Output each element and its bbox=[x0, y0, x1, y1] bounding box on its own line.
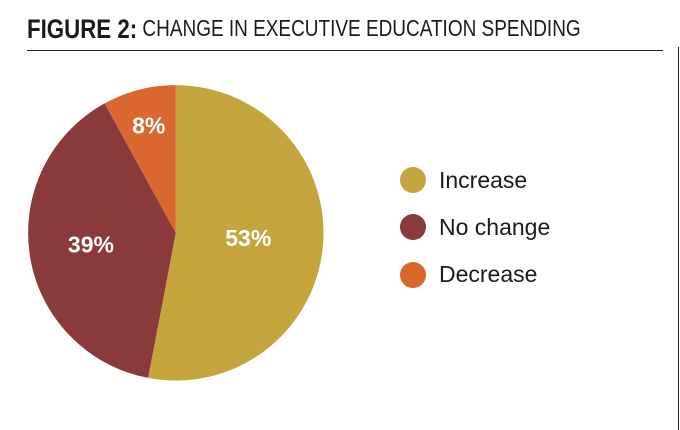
svg-text:39%: 39% bbox=[68, 231, 114, 257]
svg-text:53%: 53% bbox=[225, 225, 271, 251]
svg-text:8%: 8% bbox=[132, 113, 165, 139]
